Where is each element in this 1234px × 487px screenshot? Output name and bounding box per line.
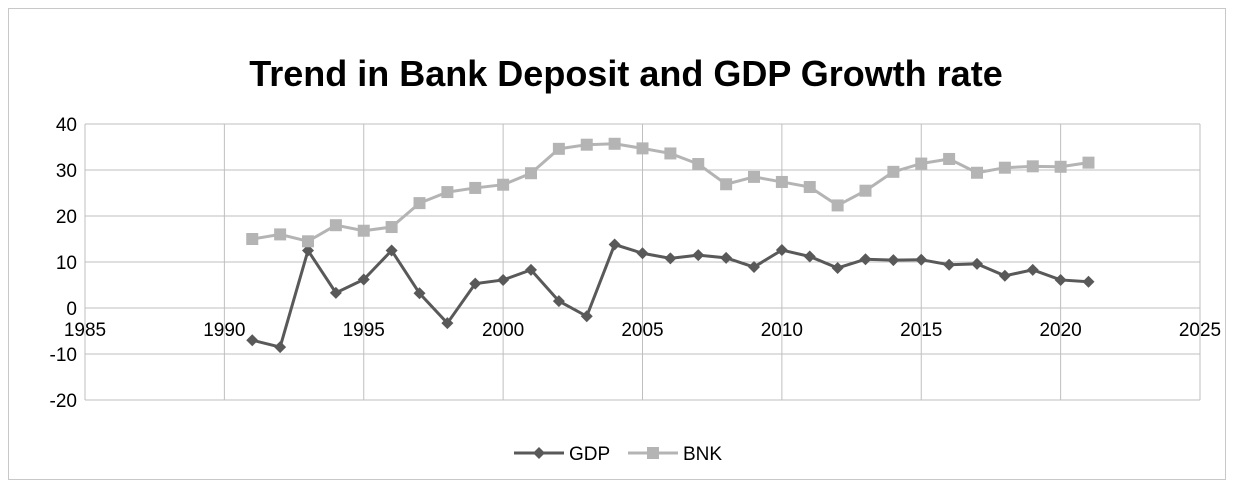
line-chart: Trend in Bank Deposit and GDP Growth rat… bbox=[50, 53, 1222, 465]
legend-label-bnk: BNK bbox=[683, 444, 722, 465]
data-point-gdp bbox=[859, 253, 872, 266]
y-tick-label: 20 bbox=[56, 207, 77, 228]
data-point-bnk bbox=[915, 157, 928, 170]
data-point-bnk bbox=[385, 221, 398, 234]
data-point-gdp bbox=[1026, 263, 1039, 276]
data-point-gdp bbox=[943, 258, 956, 271]
data-point-gdp bbox=[720, 251, 733, 264]
data-point-gdp bbox=[608, 238, 621, 251]
x-tick-label: 2025 bbox=[1179, 320, 1221, 341]
data-point-gdp bbox=[552, 295, 565, 308]
data-point-bnk bbox=[720, 178, 733, 191]
data-point-gdp bbox=[1082, 275, 1095, 288]
data-point-gdp bbox=[497, 273, 510, 286]
data-point-gdp bbox=[469, 277, 482, 290]
x-tick-label: 2000 bbox=[482, 320, 524, 341]
data-point-bnk bbox=[664, 147, 677, 160]
data-point-gdp bbox=[915, 253, 928, 266]
data-point-gdp bbox=[385, 244, 398, 257]
data-point-bnk bbox=[357, 224, 370, 237]
x-tick-label: 1995 bbox=[343, 320, 385, 341]
data-point-gdp bbox=[887, 254, 900, 267]
data-point-gdp bbox=[998, 269, 1011, 282]
chart-title: Trend in Bank Deposit and GDP Growth rat… bbox=[249, 53, 1002, 94]
data-point-bnk bbox=[1082, 156, 1095, 169]
x-tick-label: 1990 bbox=[203, 320, 245, 341]
x-tick-label: 2020 bbox=[1039, 320, 1081, 341]
data-point-gdp bbox=[636, 247, 649, 260]
data-point-bnk bbox=[775, 175, 788, 188]
data-point-bnk bbox=[580, 138, 593, 151]
data-point-gdp bbox=[246, 334, 259, 347]
data-point-bnk bbox=[497, 178, 510, 191]
data-point-bnk bbox=[971, 166, 983, 179]
data-point-bnk bbox=[302, 235, 314, 248]
data-point-bnk bbox=[329, 219, 342, 232]
data-point-bnk bbox=[998, 161, 1011, 174]
data-point-bnk bbox=[859, 184, 872, 197]
data-point-bnk bbox=[943, 152, 956, 165]
data-point-bnk bbox=[803, 181, 816, 194]
data-point-bnk bbox=[413, 197, 426, 210]
legend-marker-bnk bbox=[647, 447, 659, 459]
data-point-bnk bbox=[525, 167, 537, 180]
data-point-bnk bbox=[748, 170, 760, 183]
x-tick-label: 2010 bbox=[761, 320, 803, 341]
legend-label-gdp: GDP bbox=[569, 444, 610, 465]
data-point-bnk bbox=[636, 142, 649, 155]
y-tick-label: 30 bbox=[56, 161, 77, 182]
data-point-gdp bbox=[971, 257, 983, 270]
data-point-bnk bbox=[831, 199, 844, 212]
data-point-bnk bbox=[274, 228, 287, 241]
data-point-gdp bbox=[664, 252, 677, 265]
data-point-gdp bbox=[329, 286, 342, 299]
data-point-gdp bbox=[748, 261, 760, 274]
data-point-bnk bbox=[1054, 160, 1067, 173]
data-point-gdp bbox=[274, 341, 287, 354]
data-point-bnk bbox=[1026, 160, 1039, 173]
data-point-bnk bbox=[469, 181, 482, 194]
y-tick-label: -10 bbox=[50, 345, 77, 366]
legend: GDP BNK bbox=[514, 444, 722, 465]
x-tick-label: 2005 bbox=[621, 320, 663, 341]
data-point-bnk bbox=[887, 165, 900, 178]
data-point-gdp bbox=[441, 317, 454, 330]
data-point-bnk bbox=[246, 233, 259, 245]
data-point-gdp bbox=[580, 310, 593, 323]
data-point-bnk bbox=[608, 137, 621, 150]
data-point-gdp bbox=[302, 244, 314, 257]
data-point-gdp bbox=[803, 250, 816, 263]
chart-frame: Trend in Bank Deposit and GDP Growth rat… bbox=[8, 8, 1226, 480]
y-tick-label: -20 bbox=[50, 391, 77, 412]
data-point-gdp bbox=[413, 287, 426, 300]
data-point-gdp bbox=[357, 273, 370, 286]
data-point-gdp bbox=[1054, 273, 1067, 286]
data-point-gdp bbox=[831, 261, 844, 274]
data-point-gdp bbox=[692, 249, 705, 262]
y-tick-label: 10 bbox=[56, 253, 77, 274]
x-tick-label: 2015 bbox=[900, 320, 942, 341]
y-tick-label: 0 bbox=[66, 299, 77, 320]
data-point-gdp bbox=[775, 244, 788, 257]
data-point-bnk bbox=[692, 158, 705, 171]
legend-marker-gdp bbox=[533, 447, 545, 459]
plot-area: -20 -10 0 10 20 30 40 1985 1990 1995 2000 2005 2010 2… bbox=[50, 115, 1222, 412]
data-point-bnk bbox=[441, 186, 454, 199]
data-point-gdp bbox=[525, 263, 537, 276]
data-point-bnk bbox=[552, 142, 565, 155]
y-tick-label: 40 bbox=[56, 115, 77, 136]
x-tick-label: 1985 bbox=[64, 320, 106, 341]
